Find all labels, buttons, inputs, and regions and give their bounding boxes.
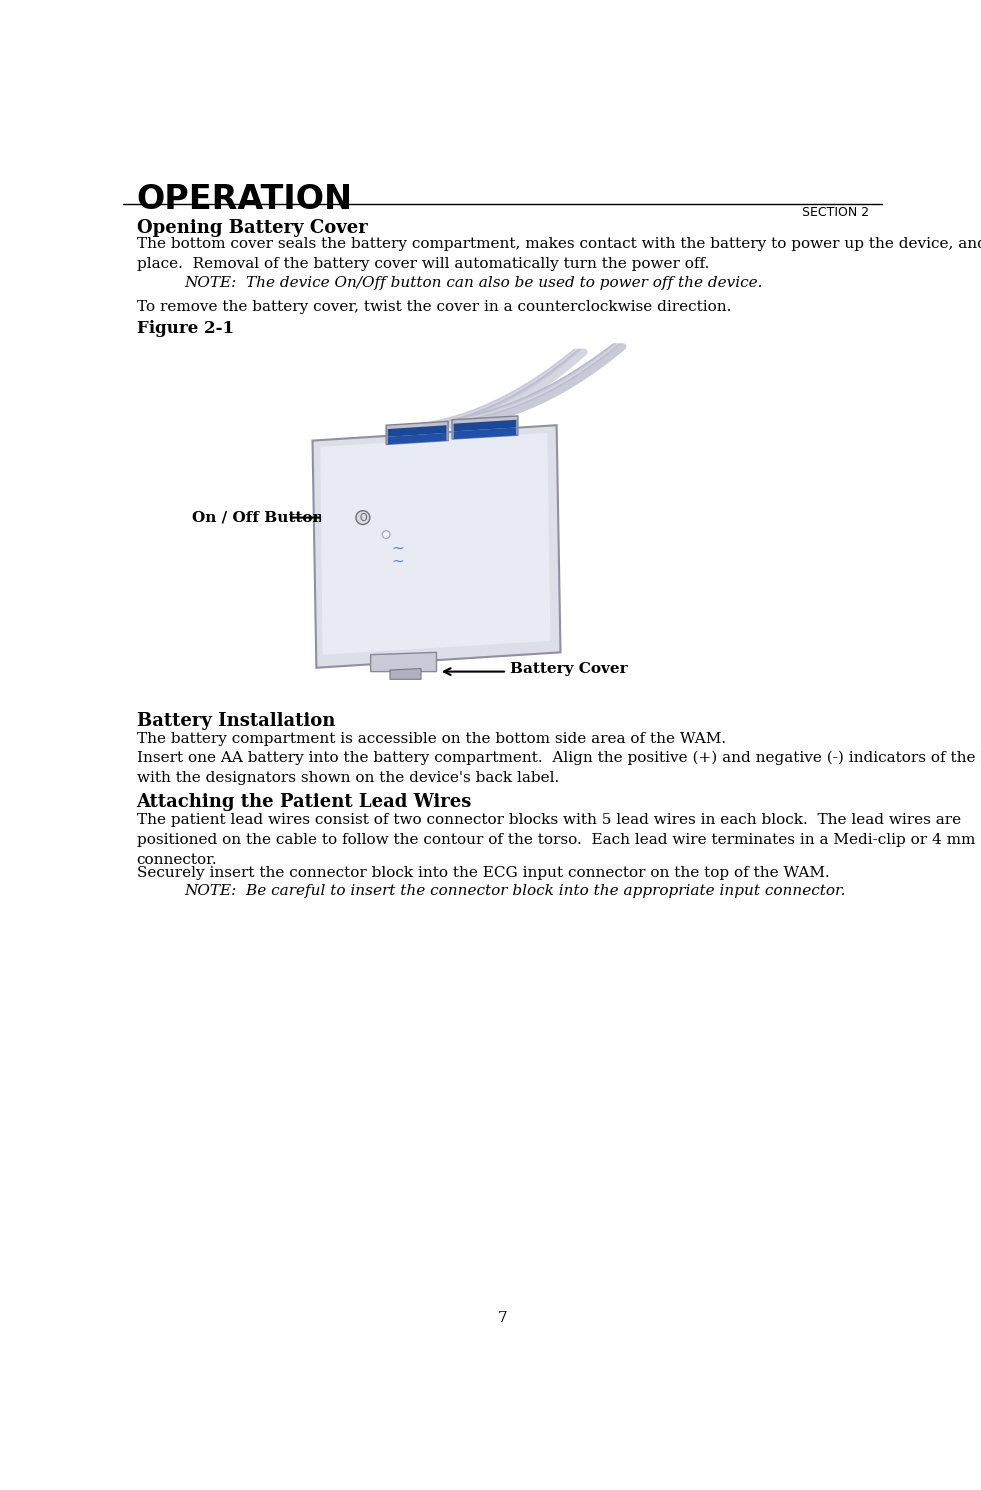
Text: ~
~: ~ ~ [391,541,404,568]
Text: Attaching the Patient Lead Wires: Attaching the Patient Lead Wires [136,793,472,811]
Polygon shape [453,420,516,432]
Text: 7: 7 [497,1311,507,1325]
Text: To remove the battery cover, twist the cover in a counterclockwise direction.: To remove the battery cover, twist the c… [136,301,731,314]
Text: The bottom cover seals the battery compartment, makes contact with the battery t: The bottom cover seals the battery compa… [136,237,981,271]
Text: Securely insert the connector block into the ECG input connector on the top of t: Securely insert the connector block into… [136,866,829,879]
Text: NOTE:  The device On/Off button can also be used to power off the device.: NOTE: The device On/Off button can also … [184,276,763,291]
Text: The battery compartment is accessible on the bottom side area of the WAM.: The battery compartment is accessible on… [136,732,726,745]
Polygon shape [313,425,560,668]
Polygon shape [387,425,446,437]
Text: Opening Battery Cover: Opening Battery Cover [136,219,367,237]
Polygon shape [452,416,518,440]
Text: The patient lead wires consist of two connector blocks with 5 lead wires in each: The patient lead wires consist of two co… [136,814,981,867]
Text: Insert one AA battery into the battery compartment.  Align the positive (+) and : Insert one AA battery into the battery c… [136,749,981,785]
Polygon shape [387,434,446,444]
Circle shape [356,511,370,524]
Polygon shape [453,428,516,440]
Polygon shape [320,434,550,654]
Polygon shape [387,422,448,444]
Text: NOTE:  Be careful to insert the connector block into the appropriate input conne: NOTE: Be careful to insert the connector… [184,884,847,898]
Text: Battery Installation: Battery Installation [136,712,335,730]
Text: Battery Cover: Battery Cover [510,662,628,676]
Polygon shape [390,669,421,679]
Text: OPERATION: OPERATION [136,183,353,216]
Polygon shape [371,653,437,672]
Text: On / Off Button: On / Off Button [192,511,324,524]
Text: Figure 2-1: Figure 2-1 [136,320,233,337]
Text: SECTION 2: SECTION 2 [801,206,869,219]
Circle shape [383,530,390,538]
Text: O: O [359,513,367,523]
